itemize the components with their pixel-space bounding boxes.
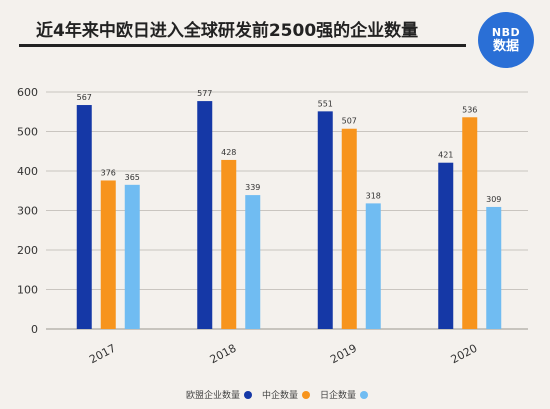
data-label: 507 bbox=[342, 117, 357, 126]
y-tick-label: 500 bbox=[17, 126, 38, 139]
legend-label-cn: 中企数量 bbox=[262, 391, 299, 401]
bar bbox=[365, 203, 381, 329]
legend-item-cn: 中企数量 bbox=[262, 388, 311, 401]
x-category-label: 2018 bbox=[208, 342, 239, 367]
y-tick-label: 0 bbox=[31, 323, 38, 336]
data-label: 551 bbox=[318, 99, 333, 108]
data-label: 365 bbox=[125, 173, 140, 182]
data-label: 339 bbox=[245, 183, 260, 192]
data-label: 309 bbox=[486, 195, 501, 204]
legend-label-jp: 日企数量 bbox=[320, 391, 357, 401]
bar bbox=[245, 195, 261, 329]
legend-item-eu: 欧盟企业数量 bbox=[186, 388, 253, 401]
y-tick-label: 300 bbox=[17, 205, 38, 218]
bar bbox=[438, 162, 454, 329]
data-label: 421 bbox=[438, 151, 453, 160]
data-label: 376 bbox=[101, 168, 116, 177]
bar bbox=[462, 117, 478, 329]
bar bbox=[124, 184, 140, 329]
title-bar: 近4年来中欧日进入全球研发前2500强的企业数量 NBD 数据 bbox=[0, 0, 550, 68]
data-label: 577 bbox=[197, 89, 212, 98]
legend: 欧盟企业数量 中企数量 日企数量 bbox=[186, 388, 369, 401]
title-underline bbox=[19, 44, 466, 47]
legend-item-jp: 日企数量 bbox=[320, 388, 369, 401]
bar bbox=[76, 105, 92, 329]
data-label: 536 bbox=[462, 105, 477, 114]
y-tick-label: 400 bbox=[17, 165, 38, 178]
logo-text-data: 数据 bbox=[492, 39, 519, 54]
bar bbox=[341, 128, 357, 329]
bar bbox=[317, 111, 333, 329]
data-label: 318 bbox=[366, 191, 381, 200]
legend-swatch-cn bbox=[302, 390, 311, 399]
bar bbox=[486, 206, 502, 329]
bar bbox=[100, 180, 116, 329]
legend-swatch-eu bbox=[244, 390, 253, 399]
bar bbox=[197, 101, 213, 330]
legend-label-eu: 欧盟企业数量 bbox=[186, 391, 241, 401]
y-tick-label: 100 bbox=[17, 284, 38, 297]
legend-swatch-jp bbox=[360, 390, 369, 399]
data-label: 567 bbox=[77, 93, 92, 102]
data-label: 428 bbox=[221, 148, 236, 157]
x-category-label: 2020 bbox=[449, 342, 480, 367]
chart-title: 近4年来中欧日进入全球研发前2500强的企业数量 bbox=[36, 21, 419, 41]
y-tick-label: 200 bbox=[17, 244, 38, 257]
x-category-label: 2019 bbox=[328, 342, 359, 367]
x-category-label: 2017 bbox=[87, 342, 118, 367]
nbd-logo: NBD 数据 bbox=[478, 12, 534, 68]
logo-text-nbd: NBD bbox=[491, 26, 521, 39]
y-tick-label: 600 bbox=[17, 86, 38, 99]
bar bbox=[221, 159, 237, 329]
